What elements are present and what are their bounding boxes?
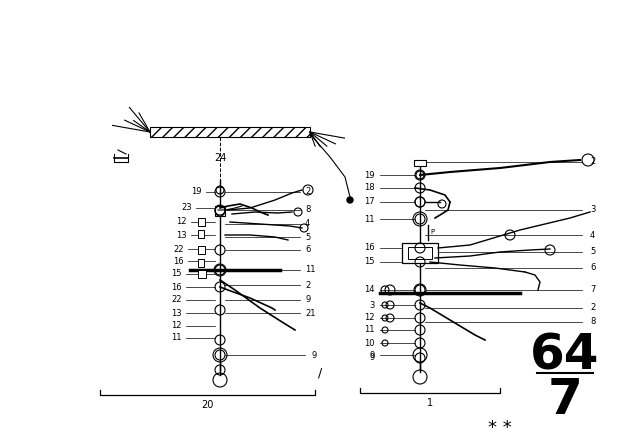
Text: 20: 20: [201, 400, 213, 410]
Text: 6: 6: [590, 263, 595, 272]
Bar: [198, 259, 204, 267]
Text: 5: 5: [305, 233, 310, 241]
Text: 9: 9: [370, 353, 375, 362]
Text: 24: 24: [214, 153, 226, 163]
Text: 16: 16: [173, 257, 184, 266]
Bar: [215, 206, 225, 216]
Text: 3: 3: [370, 301, 375, 310]
Text: 12: 12: [172, 322, 182, 331]
Text: 19: 19: [191, 188, 202, 197]
Text: /: /: [318, 366, 322, 379]
Text: 9: 9: [370, 350, 375, 359]
Text: 9: 9: [311, 350, 316, 359]
Text: 2: 2: [590, 158, 595, 167]
Text: 11: 11: [365, 215, 375, 224]
Text: 2: 2: [305, 280, 310, 289]
Text: 1: 1: [427, 398, 433, 408]
Text: 16: 16: [172, 283, 182, 292]
Text: 2: 2: [305, 188, 310, 197]
Text: 18: 18: [364, 184, 375, 193]
Text: 22: 22: [173, 245, 184, 254]
Circle shape: [347, 197, 353, 203]
Bar: [408, 247, 432, 259]
Text: 11: 11: [172, 333, 182, 343]
Text: 11: 11: [305, 266, 316, 275]
Text: * *: * *: [488, 419, 512, 437]
Text: 22: 22: [172, 296, 182, 305]
Text: 7: 7: [590, 285, 595, 294]
Text: 15: 15: [365, 258, 375, 267]
Text: 13: 13: [177, 231, 187, 240]
Bar: [198, 230, 204, 238]
Text: 8: 8: [590, 318, 595, 327]
Text: 23: 23: [181, 203, 192, 212]
Text: 8: 8: [305, 206, 310, 215]
Text: 11: 11: [365, 326, 375, 335]
Text: 3: 3: [590, 206, 595, 215]
Text: P: P: [430, 229, 434, 235]
Text: 6: 6: [305, 246, 310, 254]
Text: 21: 21: [305, 309, 316, 318]
Text: 7: 7: [548, 376, 582, 424]
Text: 12: 12: [177, 217, 187, 227]
Text: 13: 13: [172, 309, 182, 318]
Text: 9: 9: [305, 296, 310, 305]
Bar: [198, 246, 205, 254]
Text: 64: 64: [531, 331, 600, 379]
Text: 2: 2: [590, 303, 595, 313]
Text: 17: 17: [364, 198, 375, 207]
Text: 15: 15: [172, 270, 182, 279]
Text: 16: 16: [364, 244, 375, 253]
Text: 10: 10: [365, 339, 375, 348]
Text: 4: 4: [305, 220, 310, 228]
Bar: [150, 127, 310, 137]
Text: 12: 12: [365, 314, 375, 323]
Bar: [402, 243, 438, 263]
Bar: [414, 160, 426, 166]
Text: 4: 4: [590, 231, 595, 240]
Bar: [198, 270, 206, 278]
Text: 5: 5: [590, 247, 595, 257]
Text: 14: 14: [365, 285, 375, 294]
Bar: [198, 218, 205, 226]
Text: 19: 19: [365, 171, 375, 180]
